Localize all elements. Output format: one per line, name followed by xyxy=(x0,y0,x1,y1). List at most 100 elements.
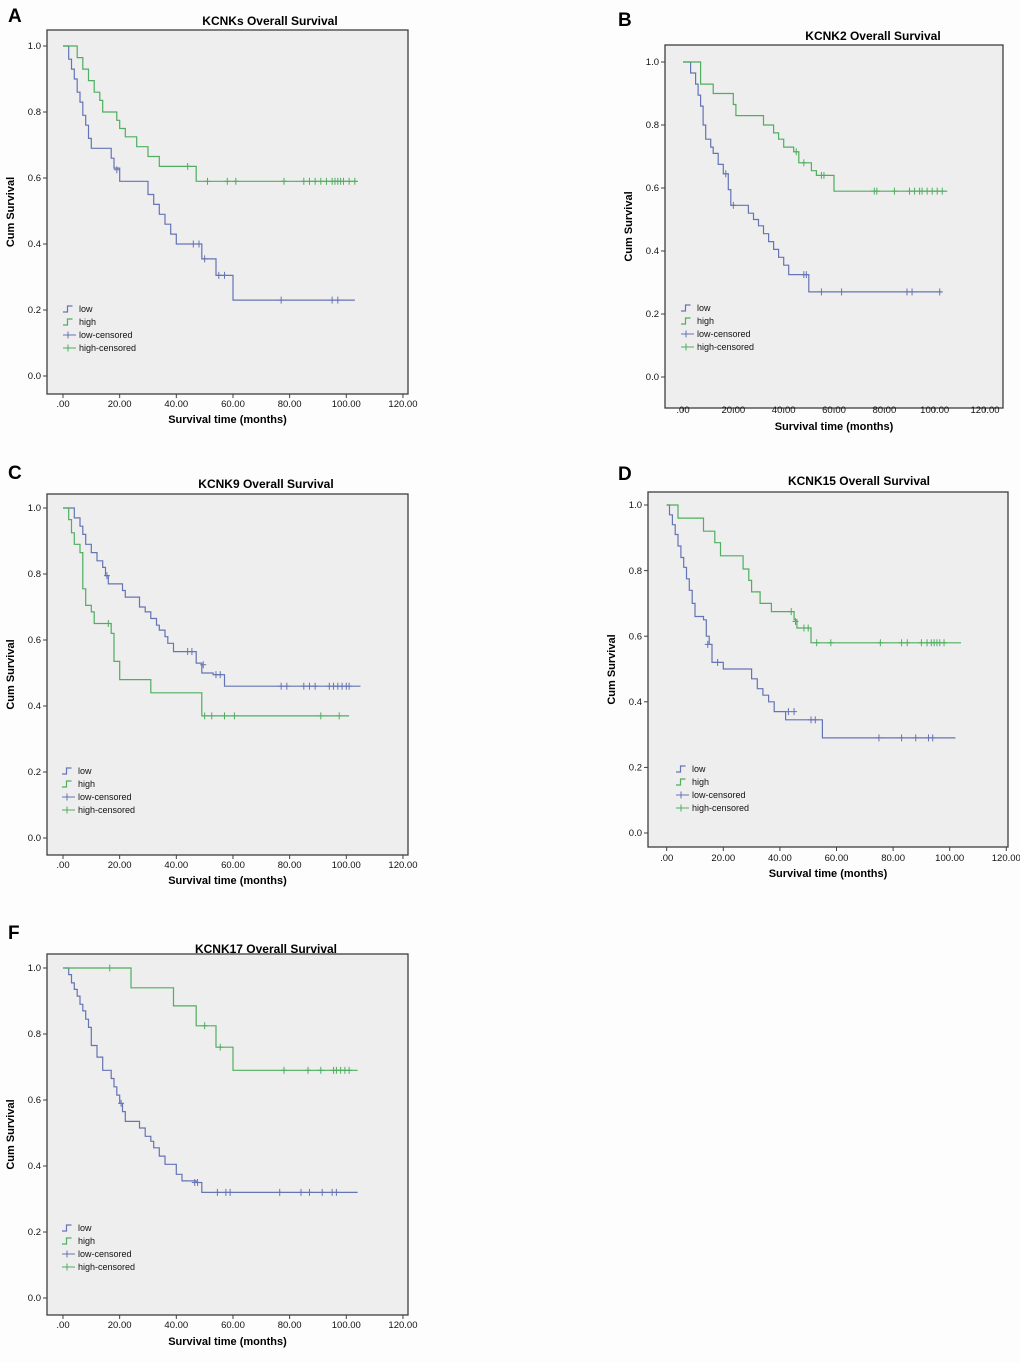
svg-text:20.00: 20.00 xyxy=(108,1320,132,1331)
svg-text:60.00: 60.00 xyxy=(825,853,849,864)
svg-text:low: low xyxy=(79,304,93,314)
svg-text:20.00: 20.00 xyxy=(108,399,132,410)
svg-text:0.0: 0.0 xyxy=(28,371,41,382)
chart-title-kcnks: KCNKs Overall Survival xyxy=(202,14,338,28)
svg-text:low-censored: low-censored xyxy=(79,330,133,340)
panel-label-f: F xyxy=(8,923,20,944)
svg-text:120.00: 120.00 xyxy=(992,853,1020,864)
svg-text:40.00: 40.00 xyxy=(164,1320,188,1331)
svg-text:60.00: 60.00 xyxy=(822,405,846,416)
svg-text:Survival time (months): Survival time (months) xyxy=(168,414,287,426)
panel-label-d: D xyxy=(618,464,632,485)
svg-text:60.00: 60.00 xyxy=(221,860,245,871)
svg-text:1.0: 1.0 xyxy=(629,500,642,511)
svg-text:0.6: 0.6 xyxy=(28,173,41,184)
svg-text:80.00: 80.00 xyxy=(278,1320,302,1331)
svg-text:0.0: 0.0 xyxy=(646,372,659,383)
svg-text:low: low xyxy=(697,303,711,313)
svg-text:high: high xyxy=(79,317,96,327)
chart-title-kcnk15: KCNK15 Overall Survival xyxy=(787,474,931,488)
svg-text:high: high xyxy=(78,1236,95,1246)
svg-text:100.00: 100.00 xyxy=(332,860,361,871)
svg-text:.00: .00 xyxy=(56,1320,69,1331)
svg-text:0.8: 0.8 xyxy=(646,120,659,131)
svg-text:high: high xyxy=(78,779,95,789)
svg-text:0.2: 0.2 xyxy=(28,1227,41,1238)
kcnk17-chart-svg: 1.0 0.8 0.6 0.4 0.2 0.0 .00 20.00 40.00 60.00 80.0… xyxy=(5,953,417,1348)
svg-text:100.00: 100.00 xyxy=(332,399,361,410)
svg-text:0.8: 0.8 xyxy=(28,1029,41,1040)
svg-text:low: low xyxy=(78,766,92,776)
panel-kcnk9: C KCNK9 Overall Survival p = 0.182295 1.… xyxy=(0,460,440,900)
svg-text:0.2: 0.2 xyxy=(629,763,642,774)
svg-text:0.6: 0.6 xyxy=(646,183,659,194)
svg-text:.00: .00 xyxy=(56,399,69,410)
svg-text:high-censored: high-censored xyxy=(697,342,754,352)
svg-text:0.2: 0.2 xyxy=(646,309,659,320)
svg-text:1.0: 1.0 xyxy=(28,41,41,52)
svg-text:40.00: 40.00 xyxy=(164,860,188,871)
svg-text:0.4: 0.4 xyxy=(629,697,642,708)
svg-text:high-censored: high-censored xyxy=(79,343,136,353)
svg-text:0.4: 0.4 xyxy=(28,1161,41,1172)
svg-text:Cum Survival: Cum Survival xyxy=(5,1099,17,1169)
kcnk2-chart-svg: 1.0 0.8 0.6 0.4 0.2 0.0 .00 20.00 40.00 60.00 80.0… xyxy=(623,44,1004,433)
svg-text:high: high xyxy=(697,316,714,326)
svg-text:low-censored: low-censored xyxy=(78,792,132,802)
chart-title-kcnk17: KCNK17 Overall Survival xyxy=(194,942,338,956)
svg-text:high-censored: high-censored xyxy=(78,1262,135,1272)
svg-text:120.00: 120.00 xyxy=(388,1320,417,1331)
panel-kcnk2: B KCNK2 Overall Survival p = 0.003133 1.… xyxy=(602,4,1020,444)
svg-text:high-censored: high-censored xyxy=(692,803,749,813)
svg-text:Survival time (months): Survival time (months) xyxy=(168,875,287,887)
kcnks-chart-svg: 1.0 0.8 0.6 0.4 0.2 0.0 .00 20.00 40.00 60.00 80.0… xyxy=(5,29,417,426)
svg-text:120.00: 120.00 xyxy=(388,860,417,871)
svg-text:high: high xyxy=(692,777,709,787)
svg-text:low: low xyxy=(692,764,706,774)
svg-text:1.0: 1.0 xyxy=(28,503,41,514)
kcnk15-chart-svg: 1.0 0.8 0.6 0.4 0.2 0.0 .00 20.00 40.00 60.00 80.0… xyxy=(606,491,1020,880)
kcnk9-chart-svg: 1.0 0.8 0.6 0.4 0.2 0.0 .00 20.00 40.00 60.00 80.0… xyxy=(5,493,417,887)
svg-text:80.00: 80.00 xyxy=(278,860,302,871)
svg-text:low: low xyxy=(78,1223,92,1233)
svg-text:100.00: 100.00 xyxy=(920,405,949,416)
svg-text:0.4: 0.4 xyxy=(646,246,659,257)
svg-text:low-censored: low-censored xyxy=(78,1249,132,1259)
svg-text:0.6: 0.6 xyxy=(629,631,642,642)
svg-text:0.4: 0.4 xyxy=(28,701,41,712)
svg-text:60.00: 60.00 xyxy=(221,1320,245,1331)
svg-text:1.0: 1.0 xyxy=(28,963,41,974)
svg-text:low-censored: low-censored xyxy=(697,329,751,339)
svg-text:.00: .00 xyxy=(676,405,689,416)
svg-text:0.2: 0.2 xyxy=(28,305,41,316)
panel-label-c: C xyxy=(8,463,22,484)
svg-text:40.00: 40.00 xyxy=(768,853,792,864)
svg-text:0.0: 0.0 xyxy=(28,1293,41,1304)
svg-text:Survival time (months): Survival time (months) xyxy=(775,421,894,433)
svg-text:100.00: 100.00 xyxy=(332,1320,361,1331)
svg-text:0.0: 0.0 xyxy=(28,833,41,844)
svg-text:Survival time (months): Survival time (months) xyxy=(168,1336,287,1348)
svg-text:0.2: 0.2 xyxy=(28,767,41,778)
svg-text:Survival time (months): Survival time (months) xyxy=(769,868,888,880)
svg-text:20.00: 20.00 xyxy=(108,860,132,871)
panel-label-a: A xyxy=(8,6,22,27)
svg-text:low-censored: low-censored xyxy=(692,790,746,800)
svg-text:0.6: 0.6 xyxy=(28,635,41,646)
svg-text:0.6: 0.6 xyxy=(28,1095,41,1106)
svg-text:120.00: 120.00 xyxy=(971,405,1000,416)
svg-text:80.00: 80.00 xyxy=(872,405,896,416)
svg-text:40.00: 40.00 xyxy=(164,399,188,410)
svg-text:Cum Survival: Cum Survival xyxy=(623,191,635,261)
svg-text:0.8: 0.8 xyxy=(28,107,41,118)
panel-label-b: B xyxy=(618,10,632,31)
svg-text:20.00: 20.00 xyxy=(721,405,745,416)
panel-kcnk15: D KCNK15 Overall Survival p = 0.01250 1.… xyxy=(602,460,1020,900)
svg-text:120.00: 120.00 xyxy=(388,399,417,410)
svg-text:.00: .00 xyxy=(660,853,673,864)
svg-text:Cum Survival: Cum Survival xyxy=(5,639,17,709)
svg-text:20.00: 20.00 xyxy=(711,853,735,864)
svg-text:40.00: 40.00 xyxy=(772,405,796,416)
chart-title-kcnk9: KCNK9 Overall Survival xyxy=(198,477,334,491)
